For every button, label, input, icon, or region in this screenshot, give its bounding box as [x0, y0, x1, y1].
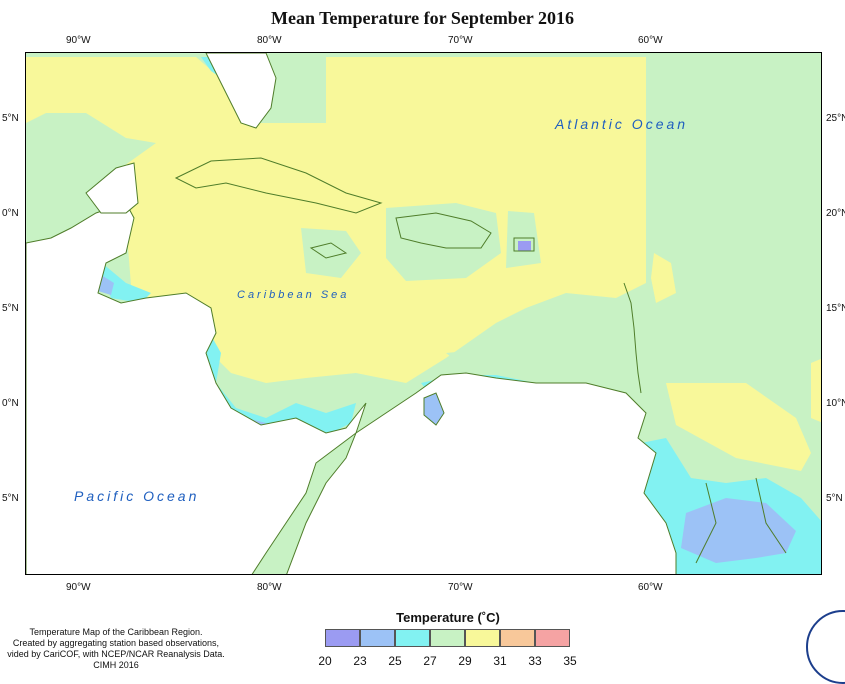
- legend-label-33: 33: [528, 654, 542, 668]
- left-tick-25n: 5°N: [2, 113, 19, 124]
- band-29-31-patch: [651, 253, 676, 303]
- land-jamaica: [309, 242, 348, 259]
- legend-label-20: 20: [318, 654, 332, 668]
- land-hispaniola: [395, 212, 492, 249]
- caribbean-sea-label: Caribbean Sea: [237, 289, 350, 301]
- band-20-23-puertorico: [518, 241, 531, 251]
- land-yucatan: [85, 162, 139, 214]
- right-tick-20n: 20°N: [826, 208, 845, 219]
- bottom-tick-60w: 60°W: [638, 582, 663, 593]
- top-tick-70w: 70°W: [448, 35, 473, 46]
- band-29-31-east: [666, 383, 811, 471]
- pacific-ocean-label: Pacific Ocean: [74, 488, 200, 504]
- legend-title: Temperature (˚C): [396, 610, 500, 625]
- left-tick-10n: 0°N: [2, 398, 19, 409]
- land-cuba: [174, 157, 383, 214]
- land-lesser-antilles: [623, 282, 642, 394]
- band-27-29-puertorico: [506, 211, 541, 268]
- footer-line-2: Created by aggregating station based obs…: [12, 638, 220, 648]
- legend-swatch-33-35: [535, 629, 570, 647]
- temperature-map: [26, 53, 821, 574]
- legend-label-25: 25: [388, 654, 402, 668]
- legend-label-23: 23: [353, 654, 367, 668]
- land-florida: [205, 53, 277, 129]
- land-guiana-border: [695, 477, 787, 564]
- footer-line-1: Temperature Map of the Caribbean Region.: [29, 627, 203, 637]
- left-tick-15n: 5°N: [2, 303, 19, 314]
- left-tick-20n: 0°N: [2, 208, 19, 219]
- footer-note: Temperature Map of the Caribbean Region.…: [0, 627, 232, 671]
- right-tick-5n: 5°N: [826, 493, 843, 504]
- bottom-tick-80w: 80°W: [257, 582, 282, 593]
- cimh-logo: [806, 610, 845, 684]
- top-tick-80w: 80°W: [257, 35, 282, 46]
- right-tick-15n: 15°N: [826, 303, 845, 314]
- land-puertorico: [513, 237, 535, 252]
- legend-label-31: 31: [493, 654, 507, 668]
- land-south-america: [286, 372, 677, 574]
- band-23-25-guiana: [681, 498, 796, 563]
- legend-label-35: 35: [563, 654, 577, 668]
- legend-swatch-23-25: [360, 629, 395, 647]
- legend-swatch-20-23: [325, 629, 360, 647]
- band-25-27-central-america: [201, 323, 356, 438]
- footer-line-4: CIMH 2016: [93, 660, 139, 670]
- top-tick-60w: 60°W: [638, 35, 663, 46]
- legend-swatch-29-31: [465, 629, 500, 647]
- legend-label-29: 29: [458, 654, 472, 668]
- land-maracaibo-lake: [423, 392, 445, 426]
- legend-swatch-27-29: [430, 629, 465, 647]
- bottom-tick-70w: 70°W: [448, 582, 473, 593]
- bottom-tick-90w: 90°W: [66, 582, 91, 593]
- band-27-29-jamaica: [301, 228, 361, 278]
- left-tick-5n: 5°N: [2, 493, 19, 504]
- legend-swatch-25-27: [395, 629, 430, 647]
- map-frame: [25, 52, 822, 575]
- right-tick-10n: 10°N: [826, 398, 845, 409]
- map-title: Mean Temperature for September 2016: [271, 8, 574, 28]
- atlantic-ocean-label: Atlantic Ocean: [555, 116, 689, 132]
- top-tick-90w: 90°W: [66, 35, 91, 46]
- footer-line-3: vided by CariCOF, with NCEP/NCAR Reanaly…: [7, 649, 225, 659]
- band-27-29-hispaniola: [386, 203, 501, 281]
- legend-swatch-31-33: [500, 629, 535, 647]
- band-29-31-edge: [811, 358, 821, 423]
- legend-label-27: 27: [423, 654, 437, 668]
- right-tick-25n: 25°N: [826, 113, 845, 124]
- land-mexico-central-america: [26, 202, 367, 574]
